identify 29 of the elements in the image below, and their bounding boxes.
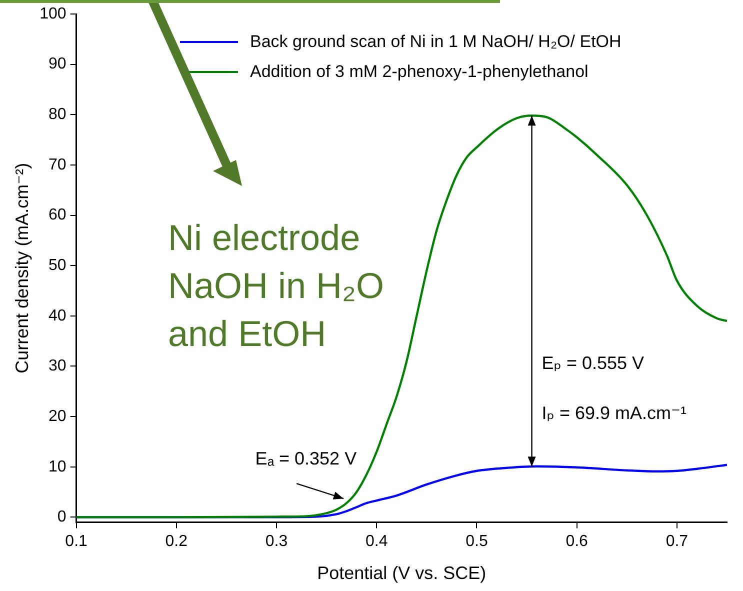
annotation: and EtOH: [168, 313, 326, 354]
annotation: Ni electrode: [168, 217, 360, 258]
x-tick-label: 0.6: [566, 533, 588, 550]
y-tick-label: 0: [57, 508, 66, 526]
annotation: NaOH in H₂O: [168, 265, 384, 306]
annotation: Eₐ = 0.352 V: [255, 448, 357, 469]
x-tick-label: 0.5: [466, 533, 488, 550]
y-tick-label: 80: [48, 106, 66, 124]
line-series: [76, 114, 727, 518]
y-tick-label: 50: [48, 256, 66, 274]
x-tick-label: 0.1: [65, 533, 88, 550]
legend-label: Addition of 3 mM 2-phenoxy-1-phenylethanol: [249, 61, 590, 83]
y-tick-label: 90: [48, 56, 66, 73]
y-tick-label: 20: [48, 408, 66, 425]
y-tick-label: 10: [48, 458, 66, 476]
y-tick-label: 30: [48, 358, 66, 375]
y-tick-label: 70: [48, 156, 66, 174]
y-tick-label: 40: [48, 307, 66, 324]
legend-label: Back ground scan of Ni in 1 M NaOH/ H₂O/ EtOH: [249, 31, 622, 53]
annotation: Iₚ = 69.9 mA.cm⁻¹: [542, 403, 687, 424]
annotation: Eₚ = 0.555 V: [542, 353, 644, 374]
x-tick-label: 0.3: [265, 533, 288, 550]
x-tick-label: 0.4: [365, 533, 388, 550]
x-tick-label: 0.7: [666, 533, 688, 550]
y-tick-label: 60: [48, 206, 66, 224]
y-tick-label: 100: [40, 5, 66, 22]
x-tick-label: 0.2: [165, 533, 188, 550]
x-axis-title: Potential (V vs. SCE): [317, 563, 486, 584]
y-axis-title: Current density (mA.cm⁻²): [12, 162, 32, 374]
